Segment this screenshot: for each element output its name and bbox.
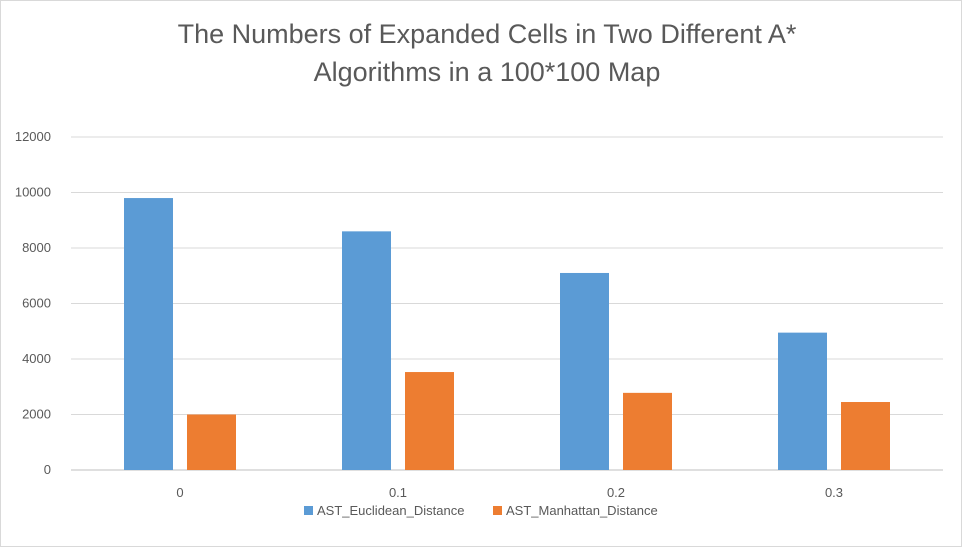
chart-title-line-2: Algorithms in a 100*100 Map — [314, 57, 661, 87]
y-tick-label: 2000 — [22, 407, 51, 422]
chart-title: The Numbers of Expanded Cells in Two Dif… — [178, 19, 797, 87]
legend-label: AST_Euclidean_Distance — [317, 503, 464, 518]
y-tick-label: 0 — [44, 462, 51, 477]
x-axis-ticks: 0 0.1 0.2 0.3 — [176, 485, 843, 500]
bars — [124, 198, 890, 471]
bar-ast-manhattan-distance-0 — [187, 414, 236, 470]
y-tick-label: 8000 — [22, 240, 51, 255]
y-tick-label: 6000 — [22, 296, 51, 311]
bar-ast-manhattan-distance-0.3 — [841, 402, 890, 470]
legend-label: AST_Manhattan_Distance — [506, 503, 658, 518]
bar-ast-manhattan-distance-0.1 — [405, 372, 454, 470]
legend-swatch — [304, 506, 313, 515]
legend: AST_Euclidean_Distance AST_Manhattan_Dist… — [304, 503, 658, 518]
x-tick-label: 0.1 — [389, 485, 407, 500]
x-tick-label: 0 — [176, 485, 183, 500]
x-tick-label: 0.2 — [607, 485, 625, 500]
y-tick-label: 12000 — [15, 129, 51, 144]
y-tick-label: 4000 — [22, 351, 51, 366]
y-axis-ticks: 0 2000 4000 6000 8000 10000 12000 — [15, 129, 51, 477]
bar-ast-euclidean-distance-0 — [124, 198, 173, 471]
x-tick-label: 0.3 — [825, 485, 843, 500]
legend-swatch — [493, 506, 502, 515]
bar-ast-manhattan-distance-0.2 — [623, 392, 672, 470]
bar-ast-euclidean-distance-0.3 — [778, 332, 827, 470]
chart-title-line-1: The Numbers of Expanded Cells in Two Dif… — [178, 19, 797, 49]
bar-ast-euclidean-distance-0.2 — [560, 272, 609, 470]
bar-ast-euclidean-distance-0.1 — [342, 231, 391, 470]
y-tick-label: 10000 — [15, 185, 51, 200]
